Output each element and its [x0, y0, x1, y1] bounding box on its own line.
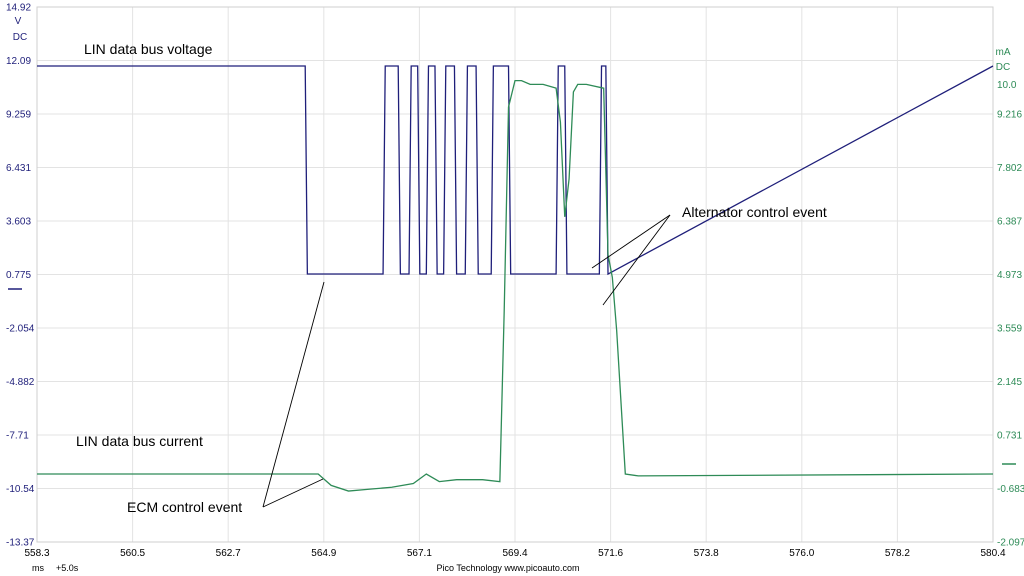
- current-trace: [37, 79, 994, 492]
- x-unit-label: ms: [32, 563, 44, 573]
- left-axis-tick-label: -7.71: [6, 430, 29, 441]
- x-axis-tick-label: 569.4: [502, 548, 527, 559]
- annotation-ecm: ECM control event: [127, 499, 242, 515]
- callout-lines: [262, 214, 671, 508]
- right-axis-tick-label: 7.802: [997, 163, 1022, 174]
- callout-line-alternator-1: [591, 214, 671, 269]
- right-axis-tick-label: -2.097: [997, 538, 1024, 549]
- right-axis-tick-label: 0.731: [997, 431, 1022, 442]
- left-axis-ticks: 14.92 12.09 9.259 6.431 3.603 0.775 -2.054 -4.8…: [6, 3, 35, 549]
- left-axis-tick-label: 9.259: [6, 110, 31, 121]
- right-axis-tick-label: 9.216: [997, 110, 1022, 121]
- annotation-current: LIN data bus current: [76, 433, 203, 449]
- left-axis-tick-label: -10.54: [6, 484, 35, 495]
- x-axis-tick-label: 562.7: [216, 548, 241, 559]
- x-axis-tick-label: 567.1: [407, 548, 432, 559]
- callout-line-alternator-2: [602, 214, 671, 306]
- x-axis-tick-label: 573.8: [694, 548, 719, 559]
- left-axis-tick-label: -2.054: [6, 324, 35, 335]
- callout-line-ecm-2: [262, 478, 324, 508]
- x-axis-tick-label: 576.0: [789, 548, 814, 559]
- annotation-alternator: Alternator control event: [682, 204, 827, 220]
- left-axis-tick-label: 12.09: [6, 56, 31, 67]
- right-axis-tick-label: 3.559: [997, 324, 1022, 335]
- left-axis-tick-label: 0.775: [6, 270, 31, 281]
- plot-frame: [36, 6, 994, 543]
- right-axis-unit: mA: [996, 47, 1011, 58]
- x-axis-tick-label: 578.2: [885, 548, 910, 559]
- voltage-trace: [37, 65, 994, 276]
- right-axis-unit-sub: DC: [996, 62, 1010, 73]
- x-axis-tick-label: 558.3: [24, 548, 49, 559]
- left-axis-unit: V: [15, 16, 22, 27]
- left-axis-tick-label: 14.92: [6, 3, 31, 14]
- left-axis-unit-sub: DC: [13, 32, 27, 43]
- footer-credit: Pico Technology www.picoauto.com: [437, 563, 580, 573]
- annotation-voltage: LIN data bus voltage: [84, 41, 213, 57]
- x-axis-ticks: 558.3 560.5 562.7 564.9 567.1 569.4 571.6 573.8…: [24, 548, 1005, 559]
- x-axis-tick-label: 560.5: [120, 548, 145, 559]
- right-axis-tick-label: 10.0: [997, 80, 1017, 91]
- right-axis-tick-label: -0.683: [997, 484, 1024, 495]
- x-offset-label: +5.0s: [56, 563, 79, 573]
- left-axis-tick-label: 3.603: [6, 217, 31, 228]
- right-axis-tick-label: 2.145: [997, 377, 1022, 388]
- callout-line-ecm-1: [262, 281, 325, 508]
- right-axis-tick-label: 4.973: [997, 270, 1022, 281]
- grid: [36, 6, 994, 543]
- right-axis-ticks: 10.0 9.216 7.802 6.387 4.973 3.559 2.145 0.731 -…: [997, 80, 1024, 549]
- left-axis-tick-label: -4.882: [6, 377, 35, 388]
- left-axis-tick-label: 6.431: [6, 163, 31, 174]
- x-axis-tick-label: 580.4: [980, 548, 1005, 559]
- left-axis-tick-label: -13.37: [6, 538, 35, 549]
- x-axis-tick-label: 571.6: [598, 548, 623, 559]
- x-axis-tick-label: 564.9: [311, 548, 336, 559]
- right-axis-tick-label: 6.387: [997, 217, 1022, 228]
